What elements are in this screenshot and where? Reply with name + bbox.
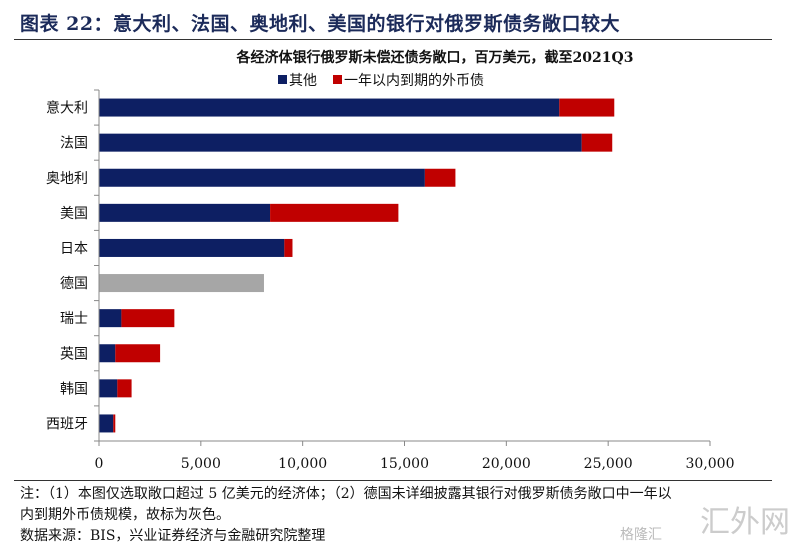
bar-other-奥地利 [99, 168, 425, 187]
bar-short-term-fx-奥地利 [424, 168, 456, 187]
bar-chart: 各经济体银行俄罗斯未偿还债务敞口，百万美元，截至2021Q3 其他 一年以内到期的… [46, 49, 735, 472]
x-tick-label: 0 [95, 456, 104, 472]
watermark-logo: 汇外网 [700, 505, 790, 540]
bar-other-英国 [99, 344, 116, 363]
bar-short-term-fx-意大利 [559, 98, 615, 117]
bar-other-美国 [99, 203, 271, 222]
legend-swatch-0 [278, 75, 287, 84]
legend: 其他 一年以内到期的外币债 [278, 73, 484, 89]
category-label: 意大利 [46, 100, 88, 117]
bar-other-瑞士 [99, 309, 122, 328]
category-label: 瑞士 [60, 311, 88, 327]
bar-undisclosed-德国 [99, 274, 264, 293]
bar-other-日本 [99, 238, 285, 257]
bar-short-term-fx-西班牙 [113, 414, 116, 433]
source-note: 数据来源：BIS，兴业证券经济与金融研究院整理 [20, 528, 326, 544]
x-tick-label: 5,000 [181, 456, 221, 472]
x-tick-label: 20,000 [482, 456, 531, 472]
bar-short-term-fx-法国 [581, 133, 613, 152]
bottom-divider [14, 480, 772, 481]
legend-label-1: 一年以内到期的外币债 [344, 73, 484, 89]
bar-other-意大利 [99, 98, 560, 117]
x-tick-label: 15,000 [380, 456, 429, 472]
bar-other-西班牙 [99, 414, 114, 433]
figure-title: 图表 22：意大利、法国、奥地利、美国的银行对俄罗斯债务敞口较大 [20, 13, 621, 35]
legend-swatch-1 [333, 75, 342, 84]
bar-other-韩国 [99, 379, 118, 398]
legend-label-0: 其他 [289, 73, 317, 89]
x-tick-label: 10,000 [278, 456, 327, 472]
bar-short-term-fx-瑞士 [121, 309, 175, 328]
category-label: 法国 [60, 136, 88, 152]
category-label: 奥地利 [46, 170, 88, 187]
top-divider [14, 39, 772, 40]
category-label: 美国 [60, 206, 88, 222]
bar-short-term-fx-韩国 [117, 379, 132, 398]
bar-short-term-fx-英国 [115, 344, 161, 363]
bar-short-term-fx-美国 [270, 203, 399, 222]
category-label: 西班牙 [46, 416, 88, 432]
category-label: 韩国 [60, 381, 88, 397]
note-line-2: 内到期外币债规模，故标为灰色。 [20, 507, 230, 523]
watermark-sub: 格隆汇 [620, 527, 662, 543]
x-tick-label: 30,000 [686, 456, 735, 472]
category-label: 德国 [60, 276, 88, 292]
bar-other-法国 [99, 133, 582, 152]
category-label: 英国 [60, 345, 88, 362]
bar-short-term-fx-日本 [284, 238, 293, 257]
category-label: 日本 [60, 241, 88, 257]
chart-title: 各经济体银行俄罗斯未偿还债务敞口，百万美元，截至2021Q3 [236, 49, 634, 66]
x-tick-label: 25,000 [584, 456, 633, 472]
note-line-1: 注：（1）本图仅选取敞口超过 5 亿美元的经济体；（2）德国未详细披露其银行对俄… [20, 486, 672, 502]
